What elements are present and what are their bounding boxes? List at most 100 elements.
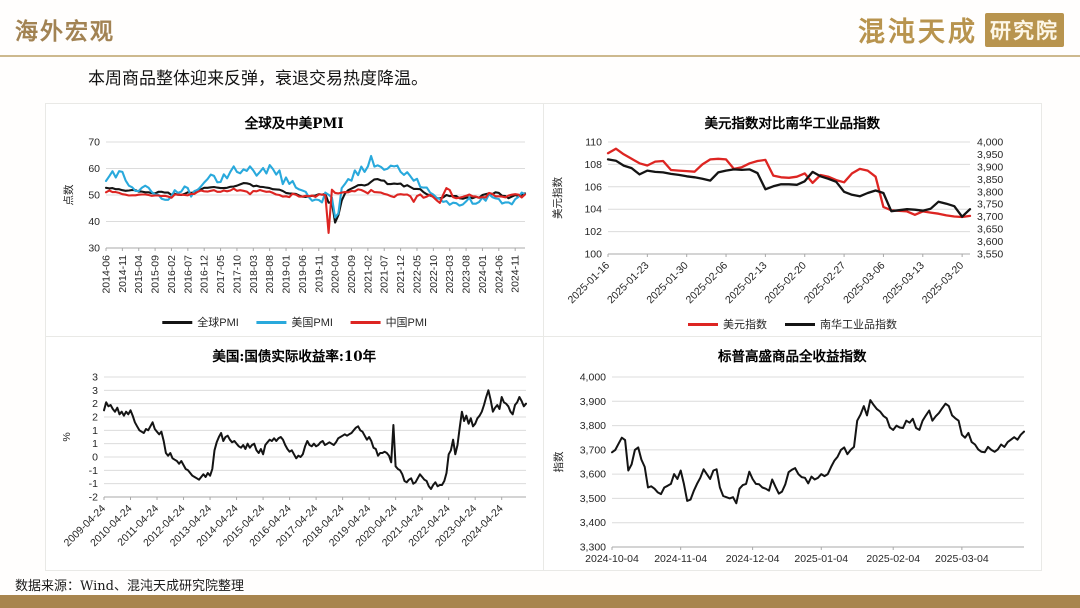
- svg-text:102: 102: [584, 226, 602, 238]
- svg-text:40: 40: [88, 216, 100, 228]
- svg-text:3: 3: [92, 385, 98, 397]
- svg-text:2024-01: 2024-01: [477, 255, 489, 294]
- svg-text:4,000: 4,000: [977, 137, 1003, 149]
- svg-text:3,850: 3,850: [977, 174, 1003, 186]
- svg-text:2017-10: 2017-10: [231, 255, 243, 294]
- svg-text:1: 1: [92, 425, 98, 437]
- svg-text:点数: 点数: [62, 184, 75, 205]
- svg-text:50: 50: [88, 190, 100, 202]
- chart-panel-pmi: 全球及中美PMI 30 40 50 60 70 点数 2014-06 2014-11 2015-…: [46, 104, 544, 337]
- svg-text:-1: -1: [88, 478, 97, 490]
- svg-text:2017-05: 2017-05: [215, 255, 227, 294]
- svg-text:美元指数: 美元指数: [723, 317, 767, 331]
- chart-grid: 全球及中美PMI 30 40 50 60 70 点数 2014-06 2014-11 2015-…: [45, 103, 1042, 571]
- svg-text:2019-01: 2019-01: [280, 255, 292, 294]
- svg-text:2016-02: 2016-02: [166, 255, 178, 294]
- svg-text:%: %: [61, 432, 73, 441]
- logo-badge: 研究院: [985, 12, 1064, 47]
- svg-text:3,600: 3,600: [579, 469, 605, 481]
- svg-text:-2: -2: [88, 492, 97, 504]
- chart-panel-real-yield: 美国:国债实际收益率:10年 3 3 2 2 1 1 0 -1 -1 -2% 2009-04-24 2…: [46, 337, 544, 570]
- svg-text:美国PMI: 美国PMI: [291, 316, 333, 329]
- svg-text:3,700: 3,700: [579, 444, 605, 456]
- svg-text:2024-12-04: 2024-12-04: [725, 553, 779, 565]
- header-divider: [0, 55, 1080, 57]
- svg-text:3,650: 3,650: [977, 224, 1003, 236]
- chart-title-real-yield: 美国:国债实际收益率:10年: [212, 349, 377, 365]
- svg-text:中国PMI: 中国PMI: [385, 316, 427, 329]
- svg-text:2020-09: 2020-09: [346, 255, 358, 294]
- svg-text:3,800: 3,800: [579, 420, 605, 432]
- svg-text:3,300: 3,300: [579, 542, 605, 554]
- header: 海外宏观 混沌天成 研究院: [0, 0, 1080, 57]
- svg-text:-1: -1: [88, 465, 97, 477]
- svg-text:2025-03-04: 2025-03-04: [935, 553, 989, 565]
- svg-text:2014-11: 2014-11: [117, 255, 129, 293]
- svg-text:2018-03: 2018-03: [248, 255, 260, 294]
- svg-text:2025-02-04: 2025-02-04: [866, 553, 920, 565]
- svg-text:2025-01-04: 2025-01-04: [794, 553, 848, 565]
- svg-text:2016-12: 2016-12: [198, 255, 210, 294]
- svg-text:2019-06: 2019-06: [297, 255, 309, 294]
- page-title: 海外宏观: [15, 18, 115, 45]
- svg-text:1: 1: [92, 438, 98, 450]
- svg-text:2023-03: 2023-03: [444, 255, 456, 294]
- svg-text:2021-07: 2021-07: [378, 255, 390, 294]
- chart-panel-usd-nanhua: 美元指数对比南华工业品指数 100 102 104 106 108 110 3,550 3,6…: [543, 104, 1041, 337]
- svg-text:30: 30: [88, 243, 100, 255]
- svg-text:2019-11: 2019-11: [313, 255, 325, 293]
- pmi-line-chart: 30 40 50 60 70 点数 2014-06 2014-11 2015-04 2015-09…: [62, 137, 526, 329]
- svg-text:106: 106: [584, 181, 602, 193]
- real-yield-line-chart: 3322110-1-1-2%2009-04-242010-04-242011-0…: [61, 372, 527, 549]
- svg-text:2024-11-04: 2024-11-04: [654, 553, 707, 565]
- svg-text:3,900: 3,900: [579, 396, 605, 408]
- svg-text:3,950: 3,950: [977, 149, 1003, 161]
- data-source-note: 数据来源：Wind、混沌天成研究院整理: [15, 579, 244, 594]
- company-logo: 混沌天成 研究院: [858, 10, 1064, 49]
- svg-text:2: 2: [92, 412, 98, 424]
- svg-text:南华工业品指数: 南华工业品指数: [820, 317, 897, 331]
- svg-text:2015-09: 2015-09: [149, 255, 161, 294]
- chart-title-pmi: 全球及中美PMI: [244, 116, 344, 132]
- svg-text:108: 108: [584, 159, 602, 171]
- svg-text:2014-06: 2014-06: [100, 255, 112, 294]
- svg-text:指数: 指数: [552, 451, 565, 472]
- svg-text:2020-04: 2020-04: [329, 255, 341, 294]
- svg-text:2016-07: 2016-07: [182, 255, 194, 294]
- logo-script-text: 混沌天成: [858, 17, 978, 48]
- bottom-gold-bar: [0, 595, 1080, 608]
- svg-text:3,500: 3,500: [579, 493, 605, 505]
- svg-text:3,900: 3,900: [977, 161, 1003, 173]
- svg-text:110: 110: [585, 137, 602, 149]
- svg-text:2024-06: 2024-06: [493, 255, 505, 294]
- svg-text:3,700: 3,700: [977, 211, 1003, 223]
- svg-text:3,800: 3,800: [977, 186, 1003, 198]
- svg-text:2: 2: [92, 398, 98, 410]
- svg-text:4,000: 4,000: [579, 372, 605, 384]
- gsci-line-chart: 3,300 3,400 3,500 3,600 3,700 3,800 3,900 4,000…: [552, 372, 1025, 565]
- svg-text:2018-08: 2018-08: [264, 255, 276, 294]
- svg-text:3,400: 3,400: [579, 517, 605, 529]
- svg-text:0: 0: [92, 452, 98, 464]
- svg-text:2024-10-04: 2024-10-04: [585, 553, 639, 565]
- svg-text:2022-05: 2022-05: [411, 255, 423, 294]
- svg-text:70: 70: [88, 137, 100, 149]
- svg-text:60: 60: [88, 163, 100, 175]
- svg-text:3,550: 3,550: [977, 249, 1003, 261]
- svg-text:全球PMI: 全球PMI: [197, 315, 239, 329]
- svg-text:2024-11: 2024-11: [509, 255, 521, 293]
- svg-text:104: 104: [584, 204, 602, 216]
- svg-text:2023-08: 2023-08: [460, 255, 472, 294]
- svg-text:3,750: 3,750: [977, 199, 1003, 211]
- svg-text:2021-02: 2021-02: [362, 255, 374, 294]
- svg-text:2015-04: 2015-04: [133, 255, 145, 294]
- svg-text:100: 100: [584, 249, 602, 261]
- svg-text:2022-10: 2022-10: [428, 255, 440, 294]
- chart-title-usd-nanhua: 美元指数对比南华工业品指数: [704, 116, 881, 132]
- chart-panel-gsci: 标普高盛商品全收益指数 3,300 3,400 3,500 3,600 3,700 3,8…: [544, 337, 1042, 570]
- svg-text:3: 3: [92, 372, 98, 384]
- svg-text:美元指数: 美元指数: [551, 177, 564, 219]
- slide-subtitle: 本周商品整体迎来反弹，衰退交易热度降温。: [88, 69, 428, 89]
- svg-text:2021-12: 2021-12: [395, 255, 407, 294]
- svg-text:3,600: 3,600: [977, 236, 1003, 248]
